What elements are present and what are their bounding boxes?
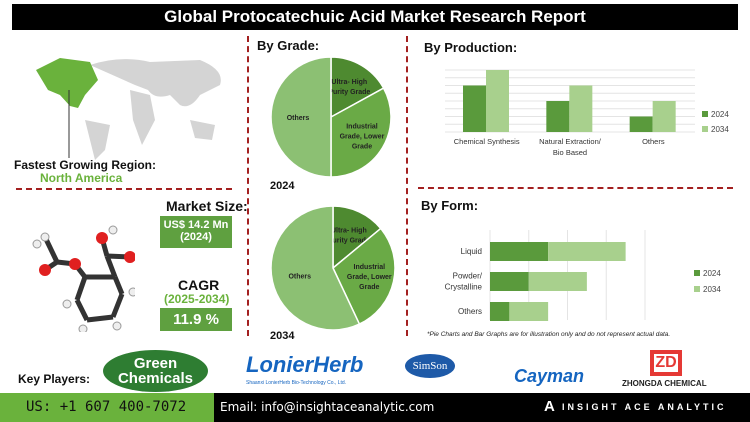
market-size-value: US$ 14.2 Mn — [163, 219, 229, 231]
bar-2034 — [548, 242, 626, 261]
bar-2034 — [486, 70, 509, 132]
legend-swatch — [702, 126, 708, 132]
report-title: Global Protocatechuic Acid Market Resear… — [12, 4, 738, 30]
category-label: Powder/ — [453, 272, 483, 281]
production-title: By Production: — [424, 40, 518, 55]
market-size-box: US$ 14.2 Mn (2024) — [160, 216, 232, 248]
pie-label: Industrial — [346, 123, 378, 130]
bar-2024 — [546, 101, 570, 132]
category-label: Chemical Synthesis — [454, 137, 520, 146]
category-label: Liquid — [461, 247, 482, 256]
pie-label: Industrial — [354, 264, 386, 271]
logo-lonierherb[interactable]: LonierHerb — [246, 352, 364, 377]
legend-swatch — [694, 286, 700, 292]
zd-logo-icon: ZD — [650, 350, 682, 376]
bar-2024 — [490, 242, 549, 261]
category-label: Others — [458, 307, 482, 316]
north-america-highlight — [36, 58, 98, 108]
brand-name: INSIGHT ACE ANALYTIC — [562, 402, 727, 412]
cagr-label: CAGR — [178, 277, 220, 293]
pie-label: Others — [288, 273, 311, 280]
category-label: Natural Extraction/ — [539, 137, 602, 146]
production-bar-chart: Chemical Synthesis Natural Extraction/Bio… — [445, 69, 729, 157]
cagr-period: (2025-2034) — [164, 292, 230, 306]
pie-slice — [330, 87, 392, 178]
bar-2024 — [490, 302, 510, 321]
grade-pie-charts: Ultra- High Purity Grade Industrial Grade, … — [270, 56, 396, 331]
form-title: By Form: — [421, 198, 479, 213]
world-map — [36, 58, 221, 160]
category-label: Bio Based — [553, 148, 587, 157]
market-size-label: Market Size: — [166, 198, 248, 214]
category-label: Others — [642, 137, 665, 146]
divider — [406, 36, 408, 336]
pie-caption-2024: 2024 — [270, 180, 295, 192]
pie-label: Grade, Lower — [340, 133, 385, 140]
footer-phone[interactable]: US: +1 607 400-7072 — [0, 393, 214, 422]
region-label: Fastest Growing Region: — [14, 158, 157, 172]
divider — [418, 187, 733, 189]
bar-2024 — [463, 85, 486, 132]
form-bar-chart: Liquid Powder/Crystalline Others 2024 2034 — [445, 230, 721, 321]
market-size-year: (2024) — [180, 231, 212, 243]
bar-2024 — [629, 116, 653, 132]
pie-slice — [330, 56, 385, 119]
cagr-value: 11.9 % — [160, 308, 232, 331]
grade-title: By Grade: — [257, 38, 320, 53]
pie-label: Purity Grade — [328, 237, 370, 244]
bar-2024 — [490, 272, 529, 291]
divider — [16, 188, 232, 190]
brand-logo-icon: A — [544, 398, 555, 415]
pie-caption-2034: 2034 — [270, 330, 295, 342]
pie-label: Grade, Lower — [347, 274, 392, 281]
pie-slice — [332, 205, 382, 270]
logo-zhongda[interactable]: ZHONGDA CHEMICAL — [622, 379, 707, 388]
legend-label: 2034 — [703, 285, 721, 294]
pie-label: Ultra- High — [331, 227, 367, 234]
logo-lonierherb-sub: Shaanxi LonierHerb Bio-Technology Co., L… — [246, 380, 347, 386]
region-value: North America — [40, 171, 123, 185]
logo-text: Green Chemicals — [117, 355, 194, 387]
logo-cayman[interactable]: Cayman — [514, 366, 585, 386]
disclaimer-note: *Pie Charts and Bar Graphs are for illus… — [427, 331, 671, 338]
footer-email[interactable]: Email: info@insightaceanalytic.com — [220, 400, 435, 414]
bar-2034 — [652, 101, 676, 132]
bar-2034 — [528, 272, 587, 291]
footer-bar: Email: info@insightaceanalytic.com A INS… — [214, 393, 750, 422]
pie-label: Purity Grade — [328, 89, 370, 96]
pie-label: Grade — [359, 284, 379, 291]
molecule-illustration — [32, 225, 135, 332]
pie-slice — [270, 205, 361, 331]
bar-2034 — [569, 85, 593, 132]
legend-label: 2034 — [711, 125, 729, 134]
legend-label: 2024 — [703, 269, 721, 278]
legend-swatch — [702, 111, 708, 117]
category-label: Crystalline — [445, 283, 483, 292]
legend-label: 2024 — [711, 110, 729, 119]
pie-label: Others — [287, 115, 310, 122]
legend-swatch — [694, 270, 700, 276]
divider — [247, 36, 249, 336]
pie-label: Grade — [352, 143, 372, 150]
key-players-label: Key Players: — [18, 372, 91, 386]
bar-2034 — [509, 302, 549, 321]
pie-label: Ultra- High — [331, 79, 367, 86]
logo-simson[interactable]: SimSon — [405, 354, 455, 378]
pie-slice — [270, 56, 332, 178]
logo-green-chemicals[interactable]: Green Chemicals — [103, 350, 208, 392]
